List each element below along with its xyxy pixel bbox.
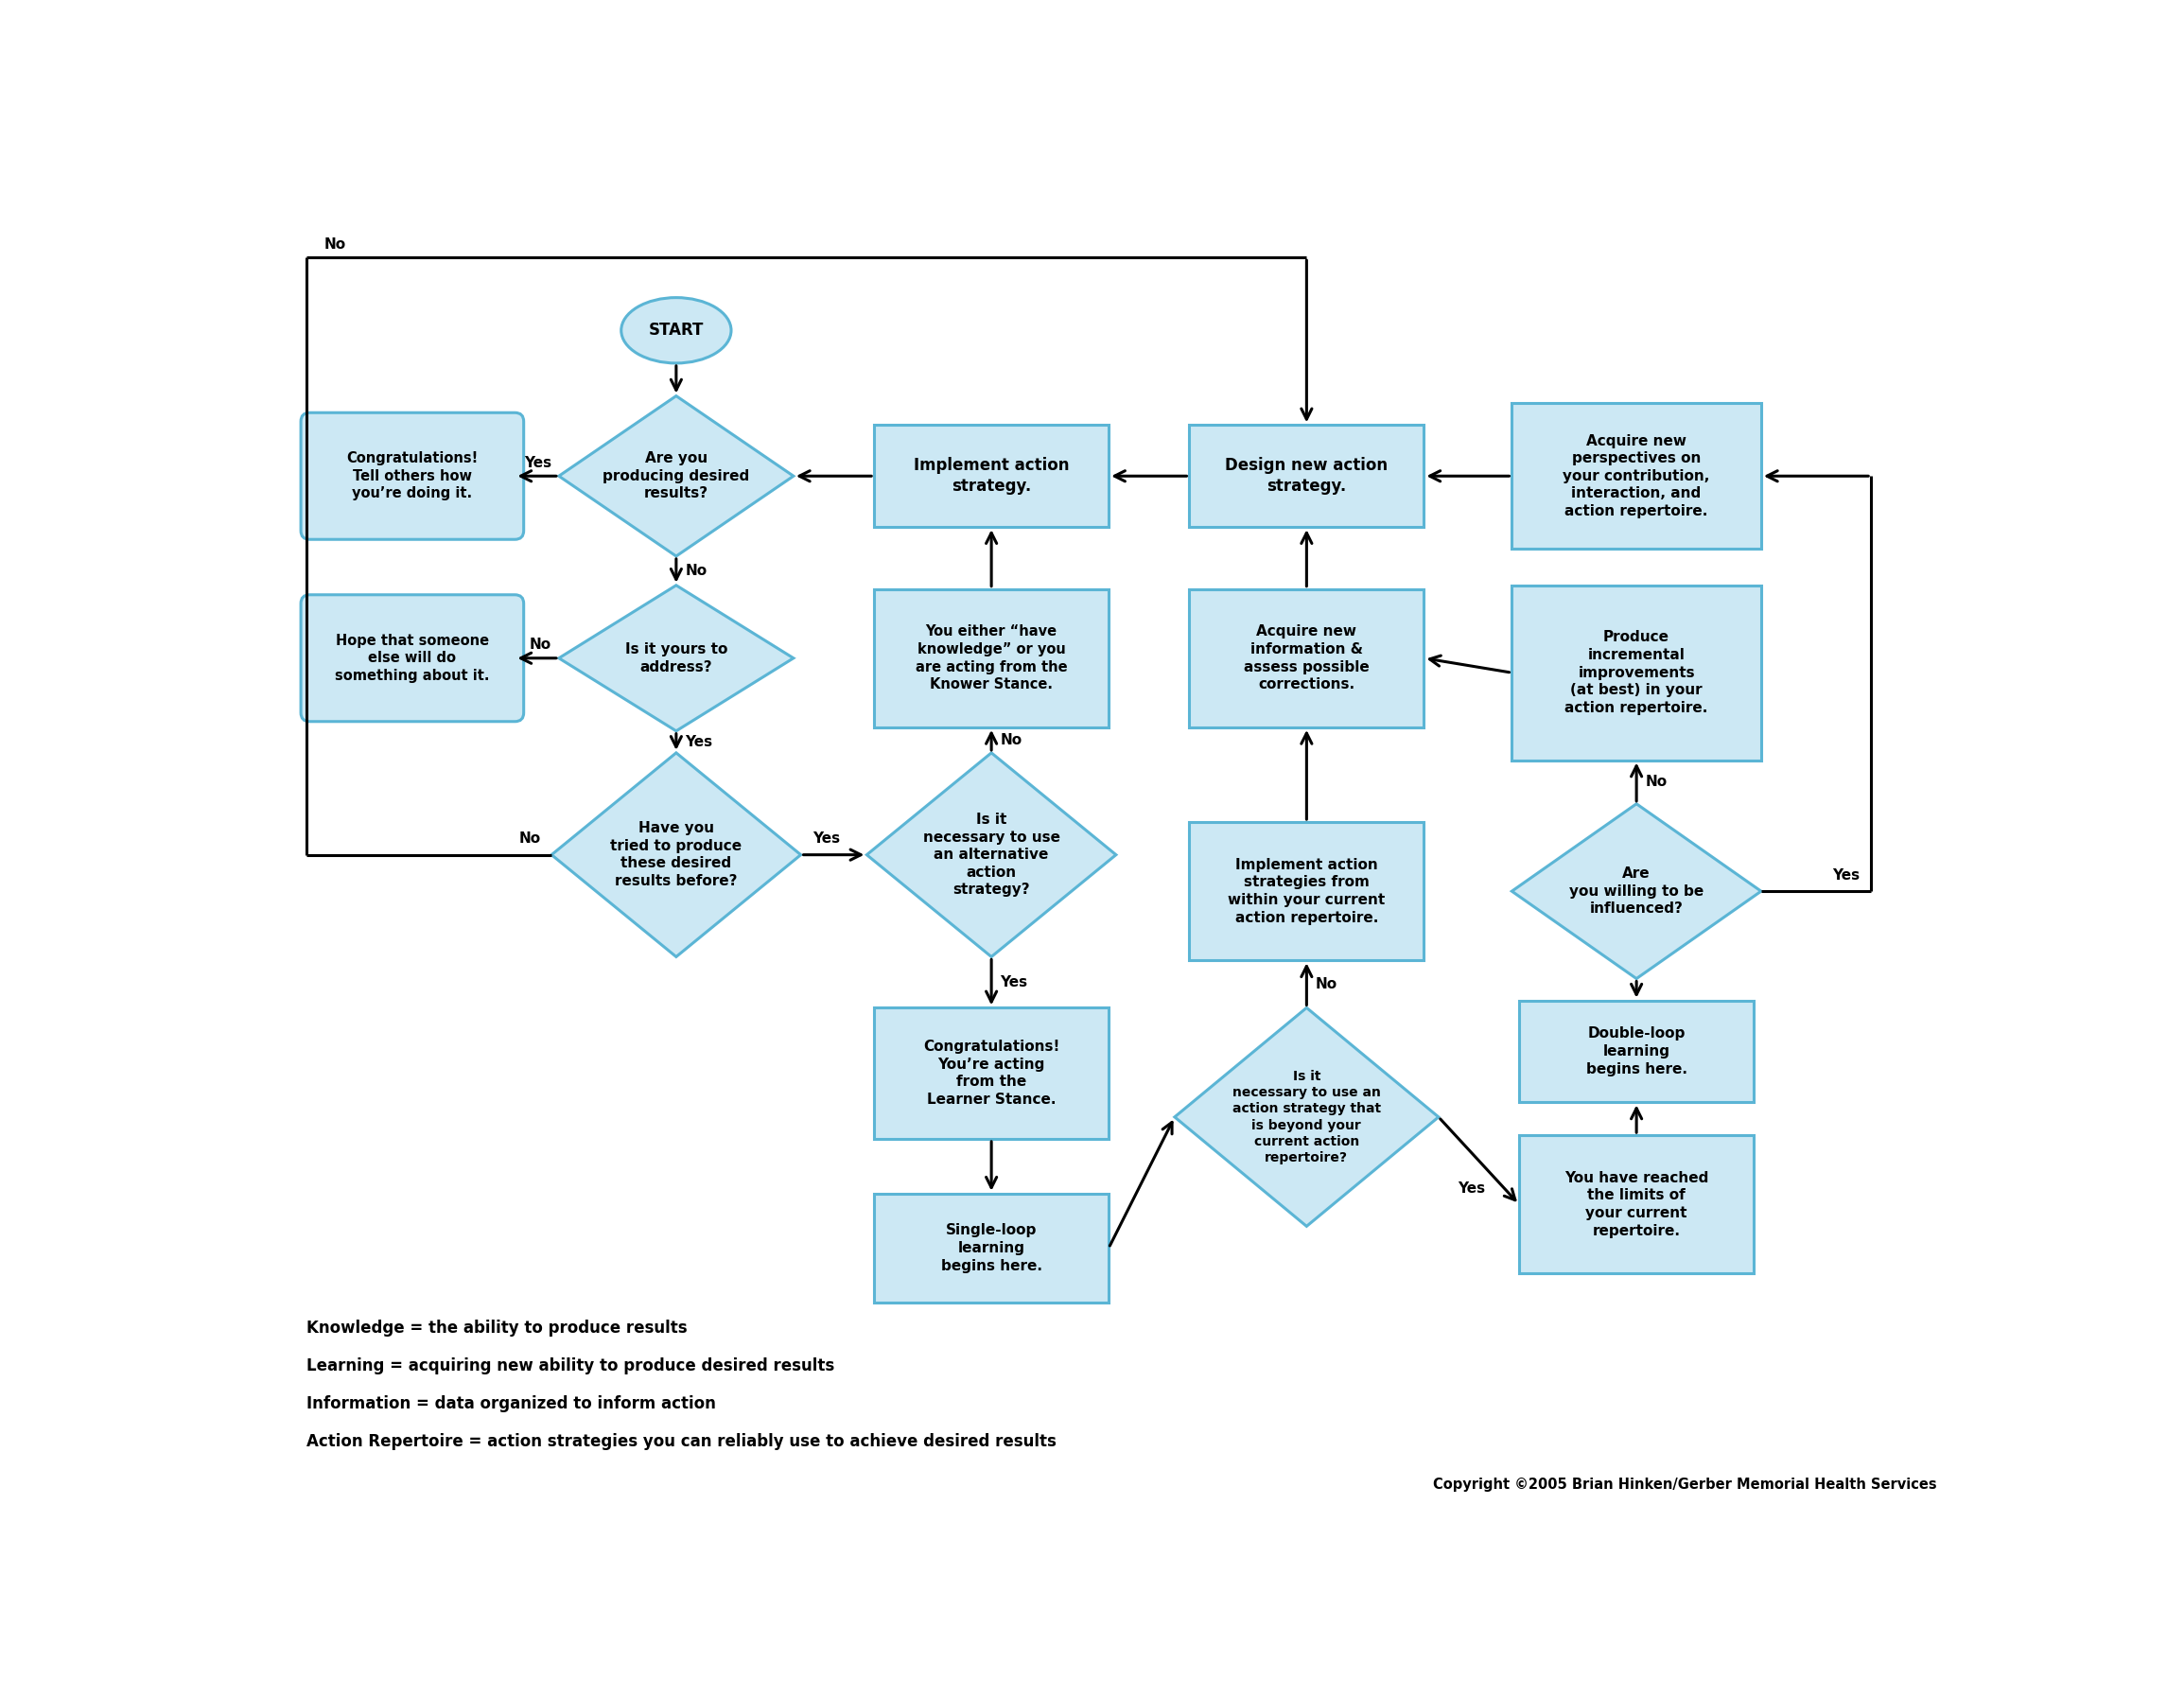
FancyBboxPatch shape: [874, 589, 1109, 728]
Polygon shape: [559, 395, 793, 557]
Text: START: START: [649, 322, 703, 339]
Text: You have reached
the limits of
your current
repertoire.: You have reached the limits of your curr…: [1564, 1171, 1708, 1237]
Polygon shape: [553, 753, 802, 957]
FancyBboxPatch shape: [1190, 821, 1424, 961]
Text: Is it yours to
address?: Is it yours to address?: [625, 641, 727, 674]
Text: No: No: [686, 563, 708, 579]
Text: Are
you willing to be
influenced?: Are you willing to be influenced?: [1568, 867, 1704, 916]
Text: Design new action
strategy.: Design new action strategy.: [1225, 456, 1389, 496]
Text: Yes: Yes: [1000, 976, 1029, 989]
Text: Yes: Yes: [686, 735, 712, 748]
Text: Knowledge = the ability to produce results: Knowledge = the ability to produce resul…: [306, 1320, 686, 1337]
Text: Congratulations!
Tell others how
you’re doing it.: Congratulations! Tell others how you’re …: [347, 451, 478, 501]
Text: Double-loop
learning
begins here.: Double-loop learning begins here.: [1586, 1027, 1686, 1076]
Text: Is it
necessary to use an
action strategy that
is beyond your
current action
rep: Is it necessary to use an action strateg…: [1232, 1069, 1380, 1164]
Text: No: No: [1315, 977, 1337, 991]
FancyBboxPatch shape: [1511, 404, 1760, 548]
Text: Congratulations!
You’re acting
from the
Learner Stance.: Congratulations! You’re acting from the …: [924, 1040, 1059, 1106]
Text: Acquire new
perspectives on
your contribution,
interaction, and
action repertoir: Acquire new perspectives on your contrib…: [1564, 434, 1710, 518]
Text: No: No: [531, 638, 553, 652]
Text: Single-loop
learning
begins here.: Single-loop learning begins here.: [941, 1224, 1042, 1273]
Text: No: No: [1000, 733, 1022, 747]
FancyBboxPatch shape: [1520, 1135, 1754, 1274]
Polygon shape: [1511, 804, 1760, 979]
Text: Copyright ©2005 Brian Hinken/Gerber Memorial Health Services: Copyright ©2005 Brian Hinken/Gerber Memo…: [1433, 1478, 1937, 1492]
Text: No: No: [1645, 776, 1666, 789]
Text: Implement action
strategies from
within your current
action repertoire.: Implement action strategies from within …: [1227, 857, 1385, 925]
FancyBboxPatch shape: [301, 594, 524, 721]
Text: Learning = acquiring new ability to produce desired results: Learning = acquiring new ability to prod…: [306, 1358, 834, 1375]
FancyBboxPatch shape: [1511, 585, 1760, 760]
Text: Action Repertoire = action strategies you can reliably use to achieve desired re: Action Repertoire = action strategies yo…: [306, 1434, 1055, 1451]
Text: No: No: [518, 832, 542, 845]
Polygon shape: [1175, 1008, 1439, 1227]
Text: Yes: Yes: [1832, 869, 1861, 882]
Text: Yes: Yes: [1457, 1181, 1485, 1195]
Ellipse shape: [620, 297, 732, 363]
Text: Acquire new
information &
assess possible
corrections.: Acquire new information & assess possibl…: [1245, 624, 1369, 692]
FancyBboxPatch shape: [874, 1193, 1109, 1303]
Text: Hope that someone
else will do
something about it.: Hope that someone else will do something…: [334, 633, 489, 682]
FancyBboxPatch shape: [874, 424, 1109, 528]
Text: Information = data organized to inform action: Information = data organized to inform a…: [306, 1395, 716, 1412]
Text: Produce
incremental
improvements
(at best) in your
action repertoire.: Produce incremental improvements (at bes…: [1566, 630, 1708, 714]
Text: You either “have
knowledge” or you
are acting from the
Knower Stance.: You either “have knowledge” or you are a…: [915, 624, 1068, 692]
FancyBboxPatch shape: [874, 1008, 1109, 1139]
Text: Is it
necessary to use
an alternative
action
strategy?: Is it necessary to use an alternative ac…: [924, 813, 1059, 898]
Text: Yes: Yes: [812, 832, 841, 845]
FancyBboxPatch shape: [301, 412, 524, 540]
FancyBboxPatch shape: [1520, 1001, 1754, 1103]
Text: Yes: Yes: [524, 456, 553, 470]
Polygon shape: [559, 585, 793, 731]
Polygon shape: [867, 753, 1116, 957]
Text: Have you
tried to produce
these desired
results before?: Have you tried to produce these desired …: [609, 821, 743, 888]
Text: Are you
producing desired
results?: Are you producing desired results?: [603, 451, 749, 501]
Text: Implement action
strategy.: Implement action strategy.: [913, 456, 1070, 496]
FancyBboxPatch shape: [1190, 589, 1424, 728]
Text: No: No: [323, 238, 347, 251]
FancyBboxPatch shape: [1190, 424, 1424, 528]
